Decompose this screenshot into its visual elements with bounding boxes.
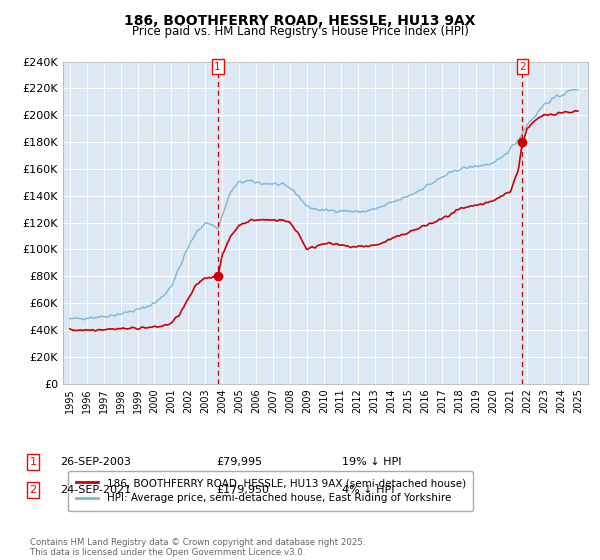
- Text: Price paid vs. HM Land Registry's House Price Index (HPI): Price paid vs. HM Land Registry's House …: [131, 25, 469, 38]
- Text: 186, BOOTHFERRY ROAD, HESSLE, HU13 9AX: 186, BOOTHFERRY ROAD, HESSLE, HU13 9AX: [124, 14, 476, 28]
- Text: 1: 1: [214, 62, 221, 72]
- Text: 24-SEP-2021: 24-SEP-2021: [60, 485, 131, 495]
- Text: Contains HM Land Registry data © Crown copyright and database right 2025.
This d: Contains HM Land Registry data © Crown c…: [30, 538, 365, 557]
- Text: 4% ↓ HPI: 4% ↓ HPI: [342, 485, 395, 495]
- Text: 19% ↓ HPI: 19% ↓ HPI: [342, 457, 401, 467]
- Text: £179,950: £179,950: [216, 485, 269, 495]
- Text: £79,995: £79,995: [216, 457, 262, 467]
- Legend: 186, BOOTHFERRY ROAD, HESSLE, HU13 9AX (semi-detached house), HPI: Average price: 186, BOOTHFERRY ROAD, HESSLE, HU13 9AX (…: [68, 471, 473, 511]
- Text: 1: 1: [29, 457, 37, 467]
- Text: 2: 2: [519, 62, 526, 72]
- Text: 26-SEP-2003: 26-SEP-2003: [60, 457, 131, 467]
- Text: 2: 2: [29, 485, 37, 495]
